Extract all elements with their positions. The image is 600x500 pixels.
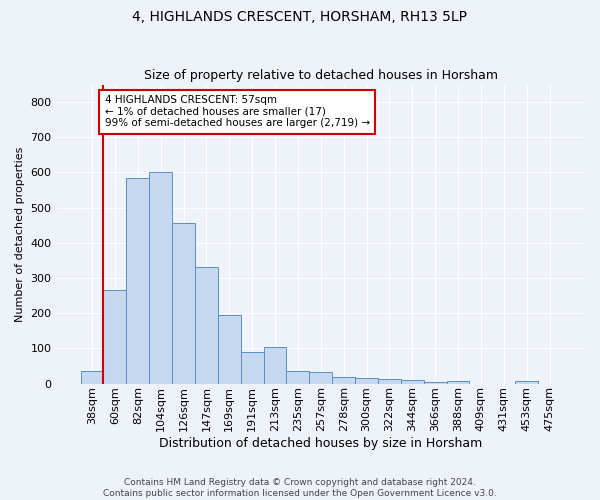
Bar (424, 382, 446, 384)
Bar (218, 315, 241, 384)
Bar (195, 268, 218, 384)
Text: 4, HIGHLANDS CRESCENT, HORSHAM, RH13 5LP: 4, HIGHLANDS CRESCENT, HORSHAM, RH13 5LP (133, 10, 467, 24)
Bar (446, 380, 469, 384)
Bar (286, 371, 310, 384)
Title: Size of property relative to detached houses in Horsham: Size of property relative to detached ho… (144, 69, 498, 82)
Text: Contains HM Land Registry data © Crown copyright and database right 2024.
Contai: Contains HM Land Registry data © Crown c… (103, 478, 497, 498)
Bar (263, 348, 286, 384)
Bar (149, 172, 172, 384)
Y-axis label: Number of detached properties: Number of detached properties (15, 146, 25, 322)
Bar (241, 352, 263, 384)
Bar (515, 380, 538, 384)
Bar (310, 372, 332, 384)
Text: 4 HIGHLANDS CRESCENT: 57sqm
← 1% of detached houses are smaller (17)
99% of semi: 4 HIGHLANDS CRESCENT: 57sqm ← 1% of deta… (104, 95, 370, 128)
Bar (378, 379, 401, 384)
Bar (127, 178, 149, 384)
Bar (355, 378, 378, 384)
Bar (103, 290, 127, 384)
Bar (172, 224, 195, 384)
Bar (401, 380, 424, 384)
Bar (332, 377, 355, 384)
X-axis label: Distribution of detached houses by size in Horsham: Distribution of detached houses by size … (159, 437, 482, 450)
Bar (80, 371, 103, 384)
